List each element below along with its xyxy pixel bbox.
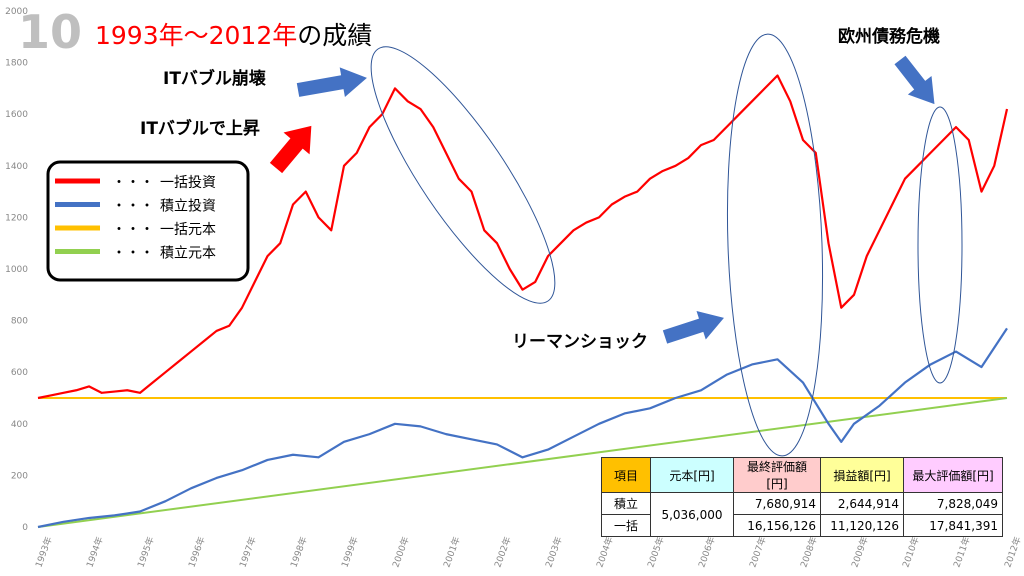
table-header: 損益額[円] bbox=[820, 457, 904, 493]
annotation: 欧州債務危機 bbox=[838, 26, 940, 47]
arrow bbox=[894, 55, 935, 105]
y-tick-label: 1600 bbox=[5, 110, 28, 120]
plot: 0 200 400 600 800 1000 1200 1400 1600 1800 2000 199… bbox=[5, 7, 1024, 569]
table-cell: 7,828,049 bbox=[903, 492, 1003, 515]
x-tick-label: 2004年 bbox=[594, 535, 616, 569]
x-tick-label: 2012年 bbox=[1002, 535, 1024, 569]
chart-title: 1993年〜2012年の成績 bbox=[95, 21, 372, 50]
legend-dots: ・・・ bbox=[112, 246, 154, 262]
highlight-ellipse bbox=[370, 46, 556, 304]
x-tick-label: 2006年 bbox=[696, 535, 718, 569]
x-tick-label: 1997年 bbox=[237, 535, 259, 569]
table-cell: 2,644,914 bbox=[820, 492, 904, 515]
legend-label: 一括元本 bbox=[160, 222, 216, 238]
row-label: 積立 bbox=[601, 492, 651, 515]
legend-label: 積立元本 bbox=[160, 246, 216, 262]
arrow bbox=[662, 310, 724, 344]
series-line bbox=[37, 327, 1008, 529]
annotation: ITバブルで上昇 bbox=[140, 118, 260, 139]
annotation: ITバブル崩壊 bbox=[163, 68, 267, 89]
y-tick-label: 0 bbox=[22, 523, 28, 533]
table-cell: 11,120,126 bbox=[820, 514, 904, 537]
y-tick-label: 1000 bbox=[5, 265, 28, 275]
series-line bbox=[37, 74, 1009, 400]
y-tick-label: 400 bbox=[11, 420, 28, 430]
legend-dots: ・・・ bbox=[112, 199, 154, 215]
x-tick-label: 2007年 bbox=[747, 535, 769, 569]
y-tick-label: 1400 bbox=[5, 162, 28, 172]
table-header: 項目 bbox=[601, 457, 651, 493]
x-tick-label: 1999年 bbox=[339, 535, 361, 569]
y-tick-label: 800 bbox=[11, 317, 28, 327]
arrow bbox=[269, 125, 312, 174]
principal-cell: 5,036,000 bbox=[650, 492, 734, 537]
y-tick-label: 600 bbox=[11, 368, 28, 378]
x-tick-label: 1995年 bbox=[135, 535, 157, 569]
title-rest: の成績 bbox=[297, 21, 372, 50]
table-cell: 17,841,391 bbox=[903, 514, 1003, 537]
legend-label: 積立投資 bbox=[160, 199, 216, 215]
x-tick-label: 2011年 bbox=[951, 535, 973, 569]
x-tick-label: 2002年 bbox=[492, 535, 514, 569]
row-label: 一括 bbox=[601, 514, 651, 537]
y-tick-label: 2000 bbox=[5, 7, 28, 17]
x-tick-label: 2001年 bbox=[441, 535, 463, 569]
legend-dots: ・・・ bbox=[112, 222, 154, 238]
y-tick-label: 1200 bbox=[5, 213, 28, 223]
x-tick-label: 1993年 bbox=[33, 535, 55, 569]
x-tick-label: 2010年 bbox=[900, 535, 922, 569]
table-cell: 16,156,126 bbox=[733, 514, 821, 537]
legend-label: 一括投資 bbox=[160, 175, 216, 191]
summary-table: 項目 元本[円] 最終評価額[円] 損益額[円] 最大評価額[円] 積立 5,036,00… bbox=[601, 457, 1003, 537]
x-tick-label: 2009年 bbox=[849, 535, 871, 569]
y-tick-label: 200 bbox=[11, 471, 28, 481]
legend: ・・・ 一括投資・・・ 積立投資・・・ 一括元本・・・ 積立元本 bbox=[55, 175, 216, 262]
table-header: 最大評価額[円] bbox=[903, 457, 1003, 493]
highlight-ellipse bbox=[917, 106, 963, 384]
x-tick-label: 2003年 bbox=[543, 535, 565, 569]
table-cell: 7,680,914 bbox=[733, 492, 821, 515]
y-tick-label: 1800 bbox=[5, 59, 28, 69]
title-period: 1993年〜2012年 bbox=[95, 21, 297, 50]
arrow bbox=[296, 67, 367, 97]
highlight-ellipse bbox=[726, 33, 824, 457]
legend-dots: ・・・ bbox=[112, 175, 154, 191]
annotation: リーマンショック bbox=[512, 332, 648, 352]
x-tick-label: 2008年 bbox=[798, 535, 820, 569]
x-tick-label: 2005年 bbox=[645, 535, 667, 569]
x-tick-label: 2000年 bbox=[390, 535, 412, 569]
badge: 10 bbox=[18, 5, 82, 59]
table-header: 最終評価額[円] bbox=[733, 457, 821, 493]
x-tick-label: 1996年 bbox=[186, 535, 208, 569]
series-line bbox=[37, 397, 1008, 528]
table-header: 元本[円] bbox=[650, 457, 734, 493]
x-tick-label: 1994年 bbox=[84, 535, 106, 569]
x-tick-label: 1998年 bbox=[288, 535, 310, 569]
